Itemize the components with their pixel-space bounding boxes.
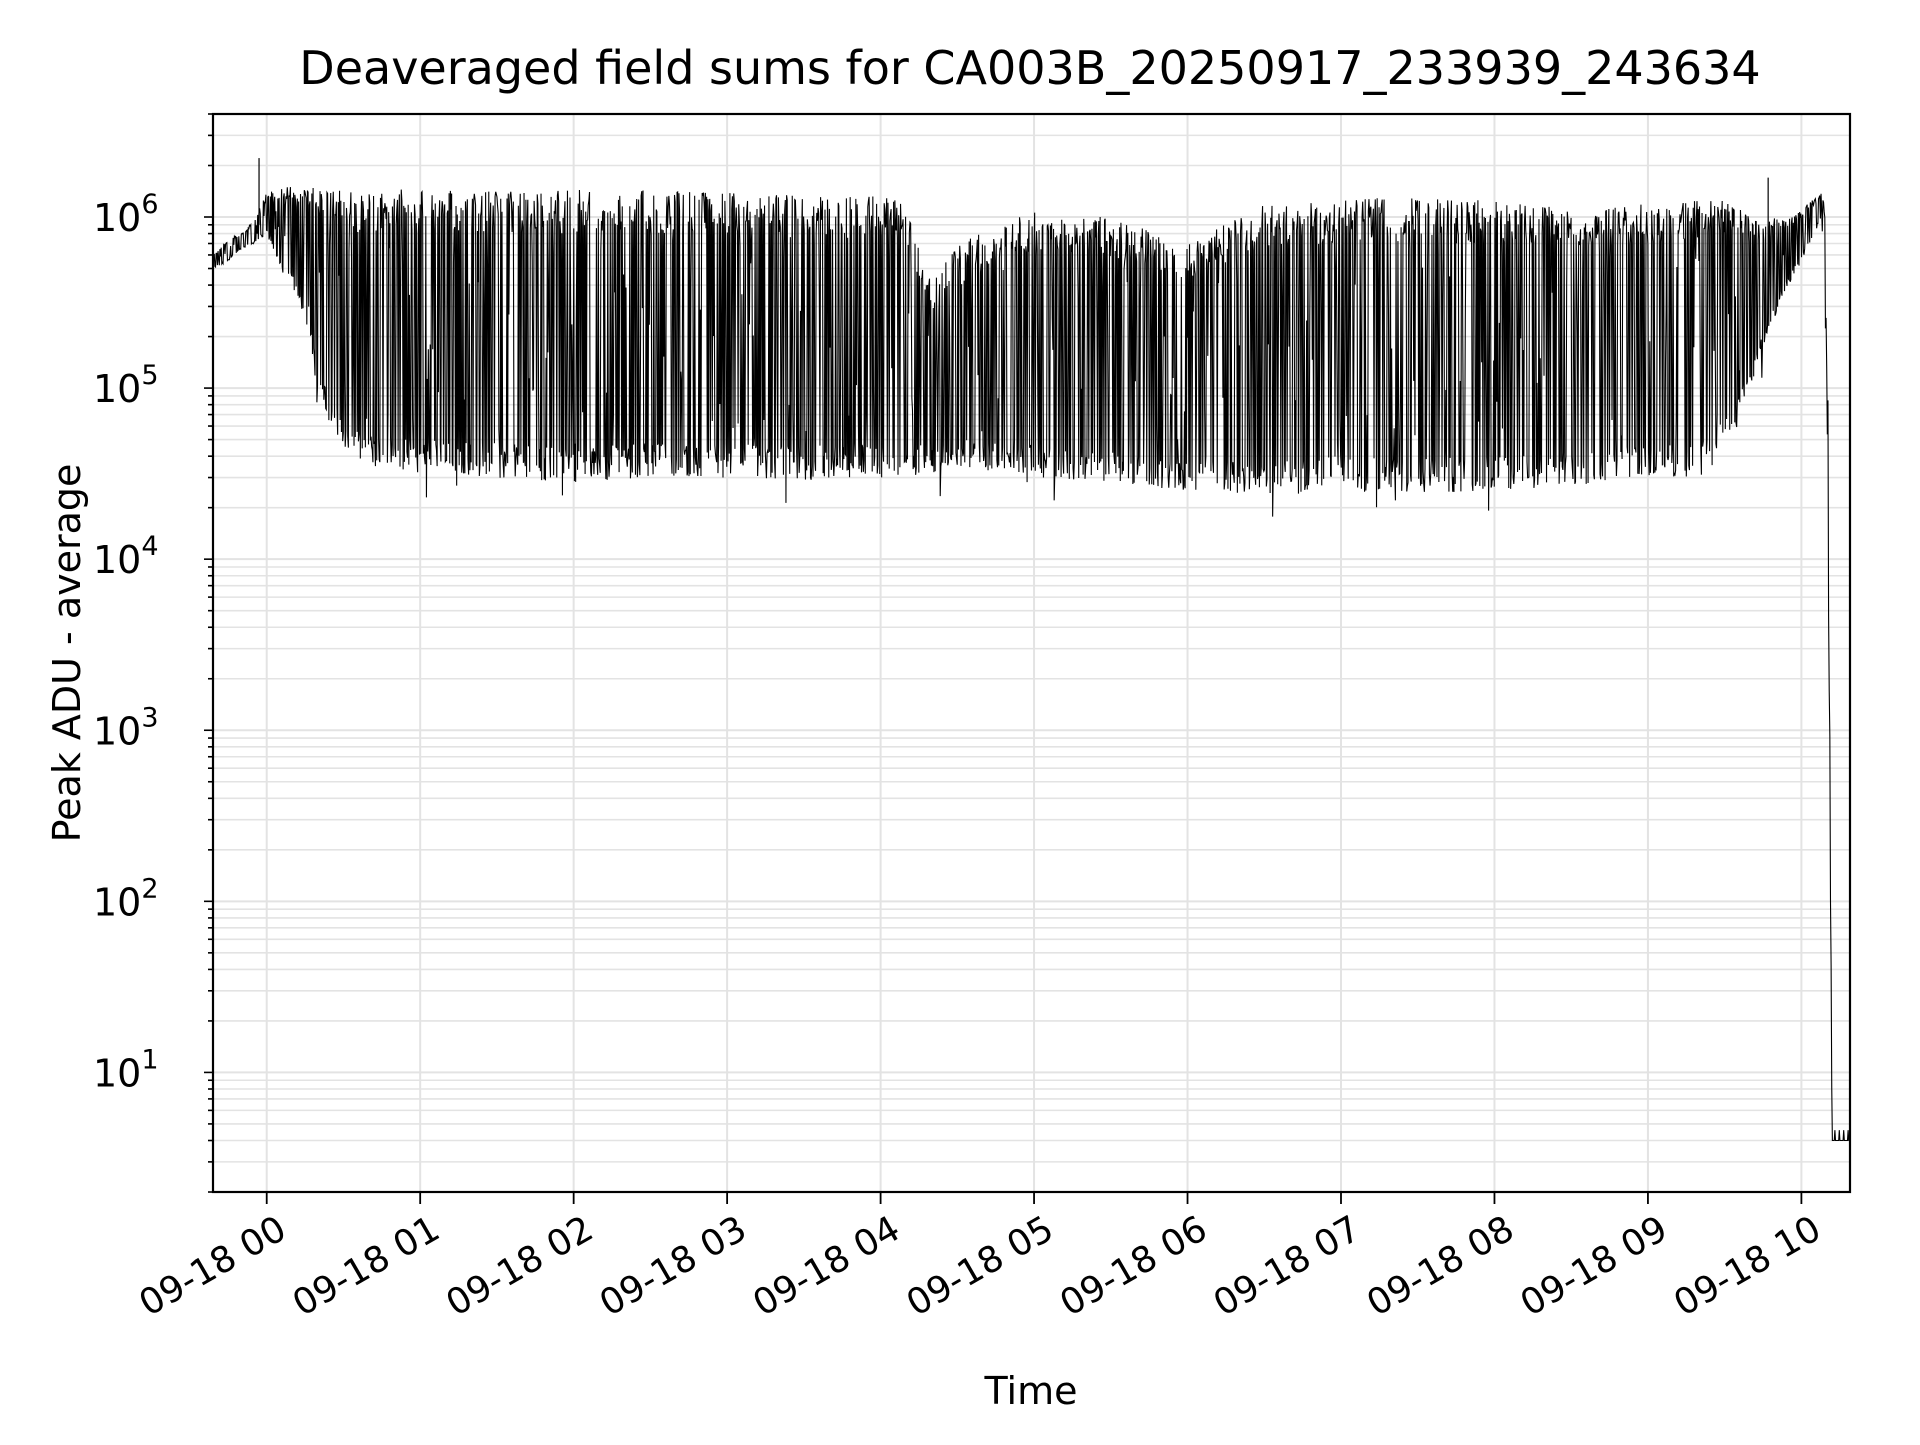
y-tick-label: 104 [93, 531, 159, 582]
x-tick-label: 09-18 04 [746, 1208, 907, 1324]
y-tick-exponent: 6 [141, 189, 158, 220]
y-tick-label: 101 [93, 1044, 159, 1095]
x-tick-label: 09-18 07 [1207, 1208, 1368, 1324]
x-axis-label: Time [984, 1369, 1078, 1413]
series-layer [212, 158, 1850, 1142]
y-tick-base: 10 [93, 196, 141, 240]
y-tick-label: 102 [93, 873, 159, 924]
y-tick-base: 10 [93, 709, 141, 753]
y-tick-exponent: 1 [141, 1044, 158, 1075]
x-tick-label: 09-18 03 [593, 1208, 754, 1324]
y-tick-exponent: 2 [141, 873, 158, 904]
y-tick-base: 10 [93, 1051, 141, 1095]
y-tick-exponent: 4 [141, 531, 158, 562]
y-tick-base: 10 [93, 367, 141, 411]
x-tick-label: 09-18 00 [133, 1208, 294, 1324]
chart-title: Deaveraged field sums for CA003B_2025091… [299, 41, 1760, 95]
y-tick-label: 103 [93, 702, 159, 753]
x-tick-label: 09-18 08 [1360, 1208, 1521, 1324]
y-tick-exponent: 3 [141, 702, 158, 733]
x-tick-label: 09-18 02 [439, 1208, 600, 1324]
x-tick-label: 09-18 05 [900, 1208, 1061, 1324]
y-tick-exponent: 5 [141, 360, 158, 391]
series-line [212, 187, 1850, 1142]
plot-frame [211, 112, 1852, 1194]
y-tick-base: 10 [93, 880, 141, 924]
y-tick-label: 106 [93, 189, 159, 240]
x-tick-label: 09-18 09 [1514, 1208, 1675, 1324]
x-tick-label: 09-18 01 [286, 1208, 447, 1324]
y-tick-label: 105 [93, 360, 159, 411]
x-tick-label: 09-18 10 [1667, 1208, 1828, 1324]
x-tick-label: 09-18 06 [1053, 1208, 1214, 1324]
y-axis-label: Peak ADU - average [45, 464, 89, 843]
y-tick-base: 10 [93, 538, 141, 582]
